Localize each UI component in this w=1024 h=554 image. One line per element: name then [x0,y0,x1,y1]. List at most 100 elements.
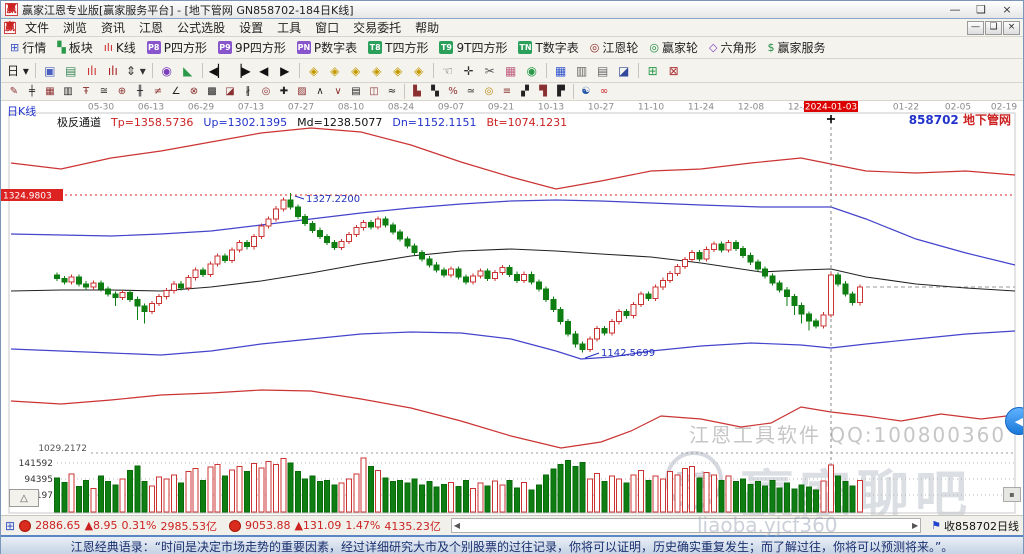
draw-circle-x-icon[interactable]: ⊗ [189,85,199,97]
percent-line-icon[interactable]: % [448,85,458,97]
menu-item-1[interactable]: 浏览 [63,21,88,35]
draw-half-square-icon[interactable]: ◪ [225,85,235,97]
winner-service-button[interactable]: $ 赢家服务 [763,37,831,58]
draw-waves-icon[interactable]: ≈ [387,85,397,97]
yinyang-icon[interactable]: ☯ [581,85,591,97]
kline-chart-canvas[interactable]: 05-30 06-13 06-29 07-13 07-27 08-10 08-24 09-07… [1,101,1023,515]
expand-volume-button[interactable]: △ [9,489,39,507]
maximize-button[interactable]: ❑ [976,3,986,16]
volume-panel-resize-handle[interactable]: ▪ [1003,487,1021,502]
diamond-tool-6-icon[interactable]: ◈ [414,63,424,78]
draw-angle-icon[interactable]: ∠ [171,85,181,97]
draw-time-ruler-icon[interactable]: Ŧ [82,85,90,97]
gann-diag-icon[interactable]: ▚ [431,85,439,97]
diamond-tool-2-icon[interactable]: ◈ [330,63,340,78]
draw-down-wedge-icon[interactable]: ∨ [334,85,342,97]
szse-index-icon[interactable] [228,519,241,532]
draw-up-wedge-icon[interactable]: ∧ [316,85,324,97]
draw-hatch-icon[interactable]: ▨ [297,85,307,97]
scroll-right-arrow-icon[interactable]: ▶ [911,520,919,530]
draw-circle-cross-icon[interactable]: ⊕ [117,85,127,97]
save-icon[interactable]: ◪ [618,63,630,78]
draw-wave-icon[interactable]: ≅ [99,85,109,97]
snip-tool-icon[interactable]: ✂ [484,63,495,78]
chart-horizontal-scrollbar[interactable]: ◀ ▶ [450,518,922,533]
crosshair-tool-icon[interactable]: ✛ [463,63,474,78]
diamond-tool-4-icon[interactable]: ◈ [372,63,382,78]
menu-item-9[interactable]: 帮助 [415,21,440,35]
t-square-button[interactable]: T8 T四方形 [363,37,433,58]
next-bar-icon[interactable]: ▶ [280,63,290,78]
quad-3-icon[interactable]: ▛ [557,85,565,97]
mdi-close-button[interactable]: × [1003,20,1020,35]
nine-t-square-button[interactable]: T9 9T四方形 [434,37,512,58]
gann-quarter-icon[interactable]: ▙ [413,85,421,97]
sectors-button[interactable]: ▚ 板块 [52,37,97,58]
info-panel-icon[interactable]: ▤ [65,63,77,78]
hexagon-button[interactable]: ◇ 六角形 [704,37,761,58]
hand-tool-icon[interactable]: ☜ [442,63,454,78]
infinity-icon[interactable]: ∞ [599,85,609,97]
winner-wheel-button[interactable]: ◎ 赢家轮 [644,37,703,58]
kline-button[interactable]: ılı K线 [99,37,141,58]
ball-tool-icon[interactable]: ◉ [526,63,537,78]
mdi-restore-button[interactable]: ❑ [985,20,1002,35]
menu-item-6[interactable]: 工具 [277,21,302,35]
menu-item-2[interactable]: 资讯 [101,21,126,35]
bars-large-icon[interactable]: ılı [107,63,118,78]
draw-plus-icon[interactable]: ✚ [279,85,289,97]
draw-gann-grid-icon[interactable]: ╪ [28,85,36,97]
gann-circle-icon[interactable]: ◎ [484,85,494,97]
period-daily-selector[interactable]: 日 ▾ [7,63,29,78]
bars-small-icon[interactable]: ılı [86,63,97,78]
draw-rails-icon[interactable]: ╫ [136,85,144,97]
scale-selector[interactable]: ⇕ ▾ [125,63,146,78]
mdi-minimize-button[interactable]: — [967,20,984,35]
scroll-left-arrow-icon[interactable]: ◀ [453,520,461,530]
trend-flag-icon[interactable]: ◣ [183,63,193,78]
draw-split-box-icon[interactable]: ◫ [369,85,379,97]
menu-item-3[interactable]: 江恩 [139,21,164,35]
menu-item-7[interactable]: 窗口 [315,21,340,35]
draw-square-set-icon[interactable]: ▦ [45,85,55,97]
quad-1-icon[interactable]: ▞ [521,85,529,97]
prev-bar-icon[interactable]: ◀ [259,63,269,78]
menu-item-4[interactable]: 公式选股 [177,21,226,35]
nine-p-square-button[interactable]: P9 9P四方形 [213,37,291,58]
first-page-icon[interactable]: ◀▏ [208,63,228,78]
region-zoom-icon[interactable]: ◉ [161,63,172,78]
t-digit-table-button[interactable]: TN T数字表 [513,37,583,58]
export-icon[interactable]: ⊠ [668,63,679,78]
window-layout-icon[interactable]: ▣ [44,63,56,78]
approx-line-icon[interactable]: ≃ [466,85,476,97]
diamond-tool-1-icon[interactable]: ◈ [309,63,319,78]
draw-parallel-icon[interactable]: ∦ [245,85,251,97]
draw-pencil-icon[interactable]: ✎ [9,85,19,97]
calculator-icon[interactable]: ▥ [576,63,588,78]
grid-tool-icon[interactable]: ▦ [505,63,517,78]
gann-wheel-button[interactable]: ◎ 江恩轮 [585,37,644,58]
diamond-tool-3-icon[interactable]: ◈ [351,63,361,78]
quote-grid-icon[interactable]: ⊞ [5,518,16,533]
draw-target-icon[interactable]: ◎ [261,85,271,97]
draw-notequal-icon[interactable]: ≠ [153,85,163,97]
level-lines-icon[interactable]: ≡ [502,85,512,97]
sse-index-icon[interactable] [19,519,32,532]
p-digit-table-button[interactable]: PN P数字表 [292,37,362,58]
quotes-button[interactable]: ⊞ 行情 [5,37,51,58]
close-button[interactable]: × [1002,3,1012,16]
quad-2-icon[interactable]: ▜ [539,85,547,97]
draw-shade-grid-icon[interactable]: ▩ [207,85,217,97]
p-square-button[interactable]: P8 P四方形 [142,37,212,58]
diamond-tool-5-icon[interactable]: ◈ [393,63,403,78]
draw-table-icon[interactable]: ▥ [63,85,73,97]
menu-item-0[interactable]: 文件 [25,21,50,35]
last-page-icon[interactable]: ▕▶ [232,63,251,78]
calendar-icon[interactable]: ▦ [555,63,567,78]
minimize-button[interactable]: — [949,3,961,16]
sync-icon[interactable]: ⊞ [647,63,658,78]
draw-rows-icon[interactable]: ▤ [351,85,361,97]
menu-item-8[interactable]: 交易委托 [353,21,402,35]
menu-item-5[interactable]: 设置 [239,21,264,35]
report-icon[interactable]: ▤ [597,63,609,78]
